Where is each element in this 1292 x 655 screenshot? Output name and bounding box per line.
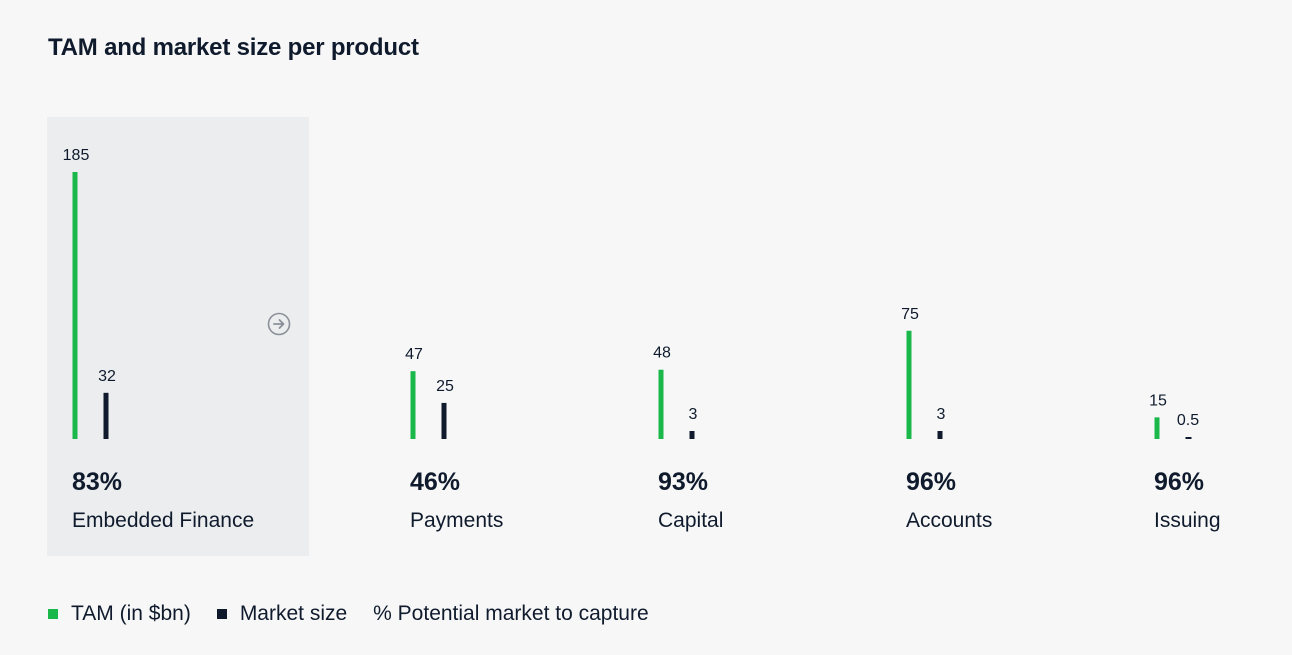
category-label-payments: Payments xyxy=(410,509,504,532)
legend-market-label: Market size xyxy=(239,602,348,625)
bar-market-capital xyxy=(689,431,695,439)
legend-pct: % Potential market to capture xyxy=(373,602,648,626)
value-label-tam-capital: 48 xyxy=(653,345,671,362)
potential-pct-embedded-finance: 83% xyxy=(72,468,123,496)
category-label-capital: Capital xyxy=(658,509,724,532)
legend-market: Market size xyxy=(216,602,348,626)
value-label-tam-issuing: 15 xyxy=(1149,392,1167,409)
arrow-right-circle-icon[interactable] xyxy=(267,312,291,336)
bar-market-issuing xyxy=(1185,437,1192,439)
chart-title: TAM and market size per product xyxy=(48,34,419,61)
bar-tam-embedded-finance xyxy=(72,172,78,439)
bar-tam-capital xyxy=(658,369,664,439)
value-label-market-payments: 25 xyxy=(436,378,454,395)
bar-market-embedded-finance xyxy=(103,392,109,439)
value-label-market-accounts: 3 xyxy=(937,406,946,423)
legend-pct-label: % Potential market to capture xyxy=(373,602,649,625)
legend-tam-label: TAM (in $bn) xyxy=(71,602,191,625)
bar-tam-payments xyxy=(410,371,416,439)
value-label-market-issuing: 0.5 xyxy=(1177,412,1199,429)
value-label-market-capital: 3 xyxy=(689,406,698,423)
potential-pct-capital: 93% xyxy=(658,468,709,496)
value-label-market-embedded-finance: 32 xyxy=(98,368,116,385)
legend-tam-swatch xyxy=(48,609,58,619)
value-label-tam-embedded-finance: 185 xyxy=(63,147,90,164)
legend: TAM (in $bn) Market size % Potential mar… xyxy=(48,602,675,626)
potential-pct-issuing: 96% xyxy=(1154,468,1205,496)
category-label-issuing: Issuing xyxy=(1154,509,1221,532)
legend-market-swatch xyxy=(216,609,227,619)
category-label-embedded-finance: Embedded Finance xyxy=(72,509,255,532)
highlighted-category-panel xyxy=(47,117,309,556)
potential-pct-accounts: 96% xyxy=(906,468,957,496)
bar-tam-issuing xyxy=(1154,417,1160,439)
value-label-tam-accounts: 75 xyxy=(901,306,919,323)
category-label-accounts: Accounts xyxy=(906,509,993,532)
legend-tam: TAM (in $bn) xyxy=(48,602,191,626)
bar-tam-accounts xyxy=(906,330,912,439)
bar-market-payments xyxy=(441,402,447,439)
bar-market-accounts xyxy=(937,431,943,439)
potential-pct-payments: 46% xyxy=(410,468,461,496)
value-label-tam-payments: 47 xyxy=(405,346,423,363)
